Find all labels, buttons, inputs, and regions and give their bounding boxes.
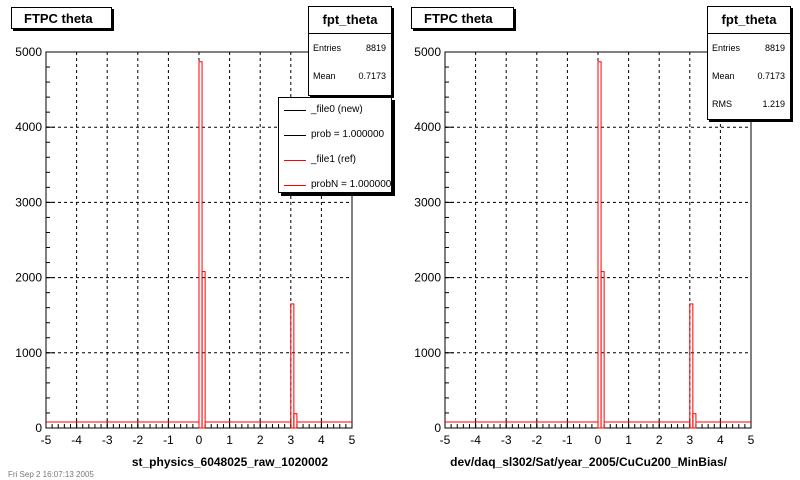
stats-title: fpt_theta	[708, 7, 790, 34]
legend-swatch	[284, 135, 306, 136]
y-tick-label: 1000	[414, 346, 441, 360]
y-tick-label: 5000	[15, 45, 42, 59]
y-tick-label: 4000	[414, 120, 441, 134]
x-tick-label: 3	[287, 433, 294, 447]
hist-bar	[689, 303, 694, 429]
legend-entry: _file0 (new)	[279, 98, 391, 123]
x-tick-label: -3	[102, 433, 113, 447]
stats-value: 0.7173	[757, 71, 785, 81]
x-tick-label: 2	[656, 433, 663, 447]
y-tick-label: 3000	[15, 195, 42, 209]
stats-label: Entries	[313, 43, 342, 53]
y-tick-label: 2000	[414, 271, 441, 285]
x-tick-label: 1	[625, 433, 632, 447]
x-tick-label: 1	[226, 433, 233, 447]
legend-swatch	[284, 110, 306, 111]
legend-label: _file1 (ref)	[311, 154, 357, 165]
x-tick-label: 5	[349, 433, 356, 447]
x-tick-label: 5	[748, 433, 755, 447]
y-tick-label: 5000	[414, 45, 441, 59]
y-tick-label: 1000	[15, 346, 42, 360]
stats-label: RMS	[712, 99, 732, 109]
stats-value: 8819	[365, 43, 386, 53]
hist-bar	[293, 413, 298, 429]
x-tick-label: -5	[41, 433, 52, 447]
x-tick-label: -1	[163, 433, 174, 447]
stats-label: Entries	[712, 43, 741, 53]
legend: _file0 (new) prob = 1.000000 _file1 (ref…	[278, 97, 392, 193]
stats-value: 1.219	[762, 99, 785, 109]
timestamp: Fri Sep 2 16:07:13 2005	[8, 470, 94, 479]
x-tick-label: -4	[470, 433, 481, 447]
hist-bar	[290, 303, 295, 429]
y-tick-label: 2000	[15, 271, 42, 285]
hist-bar	[600, 271, 605, 429]
x-tick-label: 0	[595, 433, 602, 447]
hist-bar	[597, 61, 602, 429]
hist-bar	[692, 413, 697, 429]
stats-row-rms: RMS 1.219	[708, 90, 790, 118]
stats-row-mean: Mean 0.7173	[309, 62, 391, 90]
x-tick-label: 2	[257, 433, 264, 447]
legend-entry: _file1 (ref)	[279, 148, 391, 173]
hist-bar	[198, 61, 203, 429]
x-tick-label: 0	[196, 433, 203, 447]
chart-title: FTPC theta	[11, 7, 112, 29]
stats-row-mean: Mean 0.7173	[708, 62, 790, 90]
x-tick-label: -2	[531, 433, 542, 447]
x-tick-label: -3	[501, 433, 512, 447]
stats-row-entries: Entries 8819	[708, 34, 790, 62]
chart-title: FTPC theta	[411, 7, 514, 29]
x-tick-label: 4	[318, 433, 325, 447]
x-axis-label: dev/daq_sl302/Sat/year_2005/CuCu200_MinB…	[450, 455, 727, 469]
x-tick-label: -2	[132, 433, 143, 447]
stats-row-entries: Entries 8819	[309, 34, 391, 62]
legend-label: prob = 1.000000	[311, 129, 385, 140]
hist-bar	[201, 271, 206, 429]
y-tick-label: 0	[434, 421, 441, 435]
stats-label: Mean	[313, 71, 336, 81]
x-tick-label: -5	[440, 433, 451, 447]
x-tick-label: -4	[71, 433, 82, 447]
legend-swatch	[284, 185, 306, 186]
x-axis-label: st_physics_6048025_raw_1020002	[132, 455, 328, 469]
x-tick-label: -1	[562, 433, 573, 447]
y-tick-label: 0	[35, 421, 42, 435]
stats-box: fpt_theta Entries 8819 Mean 0.7173	[308, 6, 392, 96]
stats-box: fpt_theta Entries 8819 Mean 0.7173 RMS 1…	[707, 6, 791, 120]
legend-label: _file0 (new)	[311, 104, 363, 115]
legend-swatch	[284, 160, 306, 161]
legend-entry: probN = 1.000000	[279, 173, 392, 192]
x-tick-label: 4	[717, 433, 724, 447]
stats-title: fpt_theta	[309, 7, 391, 34]
x-tick-label: 3	[686, 433, 693, 447]
legend-entry: prob = 1.000000	[279, 123, 391, 148]
y-tick-label: 4000	[15, 120, 42, 134]
stats-value: 0.7173	[358, 71, 386, 81]
legend-label: probN = 1.000000	[311, 179, 392, 190]
stats-value: 8819	[764, 43, 785, 53]
y-tick-label: 3000	[414, 195, 441, 209]
stats-label: Mean	[712, 71, 735, 81]
